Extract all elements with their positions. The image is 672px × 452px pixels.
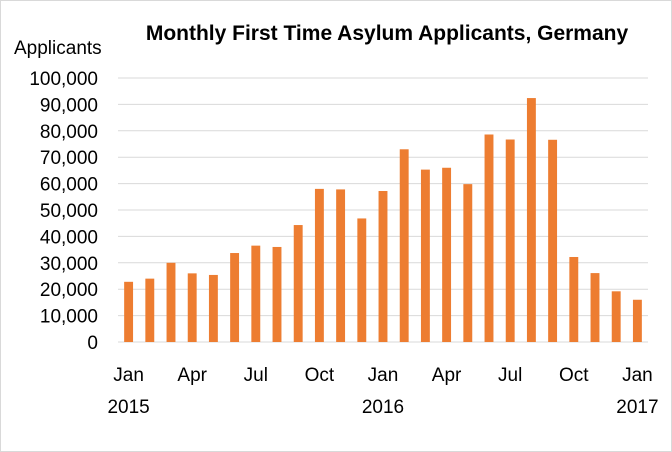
bar [230, 253, 240, 342]
x-tick-label: Oct [559, 365, 589, 386]
bar [569, 256, 579, 342]
chart-title: Monthly First Time Asylum Applicants, Ge… [146, 22, 629, 45]
x-tick-label: Jul [244, 365, 268, 386]
year-label: 2016 [362, 397, 404, 418]
bar [166, 262, 176, 342]
bar [208, 274, 218, 342]
bar [420, 169, 430, 342]
y-tick-label: 100,000 [29, 69, 98, 90]
x-tick-label: Jul [498, 365, 522, 386]
bar [293, 225, 303, 342]
bar [484, 134, 494, 342]
y-tick-label: 50,000 [40, 201, 98, 222]
y-axis-label: Applicants [14, 38, 102, 59]
bar [399, 149, 409, 342]
bar [526, 98, 536, 343]
bar [145, 278, 155, 342]
bar [251, 245, 261, 342]
x-tick-labels: Jan Apr Jul Oct Jan Apr Jul Oct Jan [113, 365, 652, 386]
bar [463, 184, 473, 342]
bar [505, 139, 515, 342]
y-tick-label: 70,000 [40, 148, 98, 169]
y-tick-label: 40,000 [40, 227, 98, 248]
bar [632, 299, 642, 342]
year-label: 2017 [616, 397, 658, 418]
x-tick-label: Jan [113, 365, 144, 386]
x-tick-label: Apr [432, 365, 462, 386]
x-tick-label: Oct [305, 365, 335, 386]
bar [314, 188, 324, 342]
bar [357, 218, 367, 342]
y-tick-label: 0 [87, 333, 98, 354]
bar [187, 273, 197, 342]
y-tick-label: 60,000 [40, 175, 98, 196]
y-tick-label: 30,000 [40, 254, 98, 275]
bar [378, 190, 388, 342]
x-tick-label: Jan [622, 365, 653, 386]
x-tick-label: Jan [368, 365, 399, 386]
year-labels: 2015 2016 2017 [107, 397, 658, 418]
bar [272, 246, 282, 342]
bar [590, 273, 600, 342]
y-tick-label: 80,000 [40, 122, 98, 143]
year-label: 2015 [107, 397, 149, 418]
bar [548, 139, 558, 342]
y-tick-label: 20,000 [40, 280, 98, 301]
x-tick-label: Apr [177, 365, 207, 386]
bar [442, 167, 452, 342]
bar [611, 291, 621, 342]
gridlines [118, 77, 648, 343]
bar [124, 281, 134, 342]
y-tick-label: 10,000 [40, 307, 98, 328]
y-tick-labels: 0 10,000 20,000 30,000 40,000 50,000 60,000 70,… [29, 69, 98, 354]
y-tick-label: 90,000 [40, 95, 98, 116]
bars [124, 98, 642, 343]
bar [336, 189, 346, 342]
